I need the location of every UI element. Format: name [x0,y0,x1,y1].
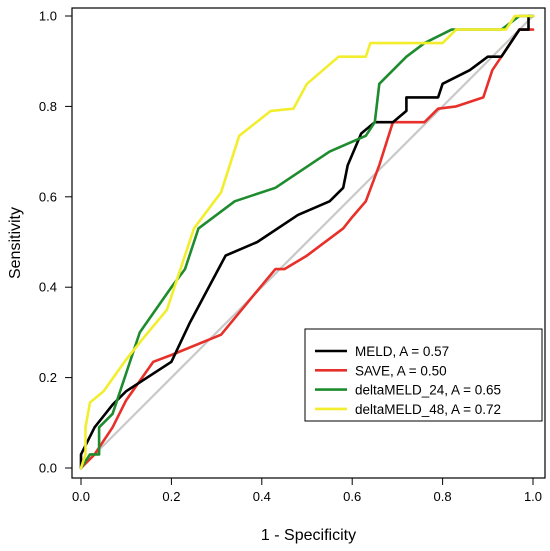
plot-frame [71,7,546,479]
legend-label: deltaMELD_24, A = 0.65 [355,383,501,398]
x-tick-label: 0.8 [434,489,452,504]
series-line-1 [79,28,535,470]
y-axis-title: Sensitivity [7,207,24,279]
legend-label: deltaMELD_48, A = 0.72 [355,402,501,417]
legend-box [304,328,543,422]
reference-diagonal [80,15,534,469]
y-tick-label: 0.6 [39,189,57,204]
plot-border [71,7,546,479]
y-tick-label: 0.2 [39,370,57,385]
x-tick-label: 0.4 [253,489,271,504]
x-tick-label: 0.2 [162,489,180,504]
legend-label: SAVE, A = 0.50 [355,363,447,378]
y-tick-label: 0.4 [39,280,57,295]
y-tick-label: 1.0 [39,9,57,24]
x-tick-label: 0.6 [343,489,361,504]
y-tick-label: 0.8 [39,99,57,114]
x-tick-label: 0.0 [72,489,90,504]
y-axis: 0.0 0.2 0.4 0.6 0.8 1.0 [39,9,72,476]
x-tick-label: 1.0 [524,489,542,504]
x-axis-title: 1 - Specificity [261,527,356,544]
x-axis: 0.0 0.2 0.4 0.6 0.8 1.0 [72,478,542,504]
series-lines [79,14,535,470]
y-tick-label: 0.0 [39,461,57,476]
legend-label: MELD, A = 0.57 [355,344,449,359]
series-line-3 [79,14,535,470]
legend: MELD, A = 0.57 SAVE, A = 0.50 deltaMELD_24… [304,328,543,422]
series-line-0 [79,14,535,470]
series-line-2 [79,14,535,470]
